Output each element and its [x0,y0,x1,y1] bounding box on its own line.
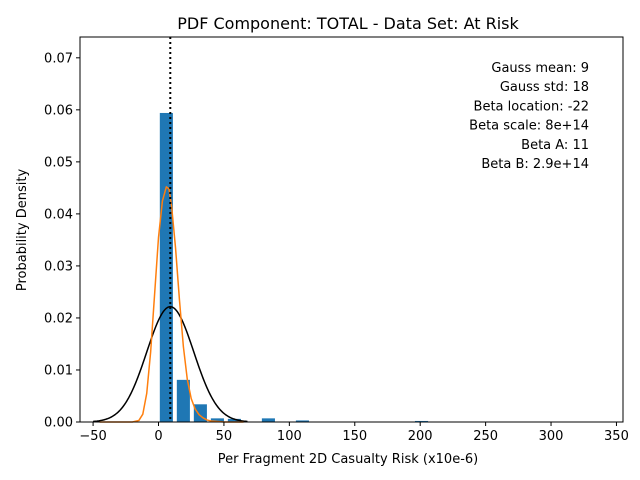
x-tick-label: 100 [277,429,302,444]
y-tick-label: 0.07 [44,51,73,66]
plot-area [93,37,429,423]
x-axis-label: Per Fragment 2D Casualty Risk (x10e-6) [218,452,478,467]
parameter-annotation: Gauss std: 18 [500,80,589,95]
parameter-annotation: Beta B: 2.9e+14 [481,157,589,172]
axes-frame [79,36,624,423]
y-tick-label: 0.05 [44,155,73,170]
x-tick-label: 300 [539,429,564,444]
x-tick-label: 150 [342,429,367,444]
y-tick-label: 0.04 [44,207,73,222]
x-tick-label: 250 [473,429,498,444]
parameter-annotation: Beta A: 11 [521,138,589,153]
x-tick-label: 0 [154,429,162,444]
beta-fit-curve [99,186,244,423]
x-axis-ticks: −50 0 50 100 150 200 250 300 350 [79,422,629,444]
x-tick-label: 350 [604,429,629,444]
x-tick-label: 200 [408,429,433,444]
histogram-bar [261,418,275,422]
curve-series [93,186,248,423]
y-tick-label: 0.00 [44,416,73,431]
parameter-annotations: Gauss mean: 9 Gauss std: 18 Beta location:… [469,61,589,172]
y-tick-label: 0.03 [44,259,73,274]
histogram-bar [414,420,429,422]
y-tick-label: 0.01 [44,363,73,378]
x-tick-label: −50 [79,429,106,444]
x-tick-label: 50 [216,429,233,444]
chart-title: PDF Component: TOTAL - Data Set: At Risk [177,14,519,33]
gauss-fit-curve [93,305,248,423]
parameter-annotation: Beta location: -22 [474,99,589,114]
parameter-annotation: Beta scale: 8e+14 [469,119,589,134]
histogram-bar [295,420,309,422]
histogram-bar [227,418,241,422]
y-axis-ticks: 0.00 0.01 0.02 0.03 0.04 0.05 0.06 0.07 [44,51,80,431]
y-tick-label: 0.06 [44,103,73,118]
histogram-bar [176,379,190,422]
parameter-annotation: Gauss mean: 9 [491,61,589,76]
y-axis-label: Probability Density [15,169,30,292]
y-tick-label: 0.02 [44,311,73,326]
histogram-bar [210,418,224,422]
